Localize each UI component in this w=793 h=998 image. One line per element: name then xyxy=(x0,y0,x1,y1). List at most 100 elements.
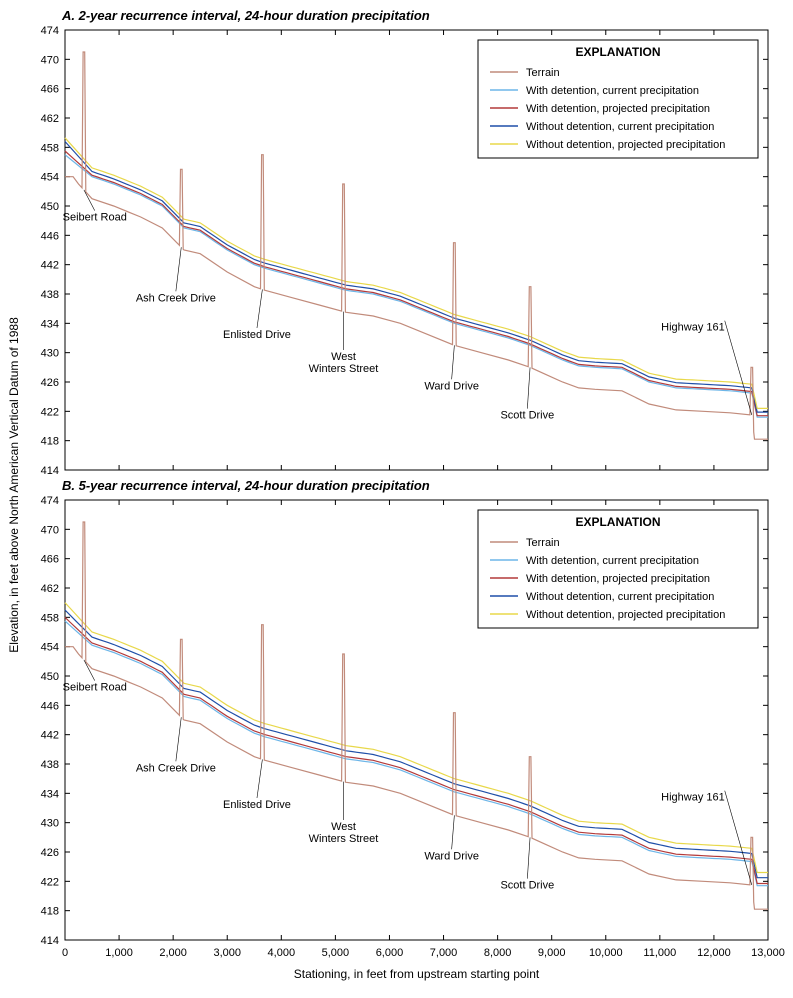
x-tick-label: 3,000 xyxy=(213,947,241,959)
y-tick-label: 430 xyxy=(41,818,59,830)
annotation-label: Enlisted Drive xyxy=(223,799,291,811)
y-tick-label: 466 xyxy=(41,84,59,96)
y-tick-label: 414 xyxy=(41,935,59,947)
annotation-label: West xyxy=(331,821,356,833)
y-tick-label: 438 xyxy=(41,289,59,301)
y-tick-label: 418 xyxy=(41,906,59,918)
series-with-detention-projected xyxy=(65,617,768,883)
annotation-leader xyxy=(452,815,455,849)
annotation-leader xyxy=(176,717,181,761)
legend-item-label: Without detention, projected precipitati… xyxy=(526,609,725,621)
y-tick-label: 434 xyxy=(41,318,59,330)
annotation-label: Scott Drive xyxy=(500,410,554,422)
annotation-label: Ash Creek Drive xyxy=(136,762,216,774)
y-tick-label: 454 xyxy=(41,642,59,654)
x-tick-label: 12,000 xyxy=(697,947,731,959)
annotation-leader xyxy=(527,367,530,408)
y-tick-label: 454 xyxy=(41,172,59,184)
figure: 414 418 422 426 430 434 438 442 446 450 454 458 462 4… xyxy=(0,0,793,998)
y-tick-label: 442 xyxy=(41,730,59,742)
legend-item-label: With detention, projected precipitation xyxy=(526,103,710,115)
annotation-leader xyxy=(257,289,262,328)
series-without-detention-projected xyxy=(65,138,768,409)
legend-item-label: Without detention, current precipitation xyxy=(526,591,714,603)
annotation-label: Winters Street xyxy=(309,833,379,845)
y-tick-label: 422 xyxy=(41,406,59,418)
y-tick-label: 430 xyxy=(41,348,59,360)
x-tick-label: 4,000 xyxy=(268,947,296,959)
panel-title: A. 2-year recurrence interval, 24-hour d… xyxy=(61,8,430,23)
annotation-label: Seibert Road xyxy=(63,682,127,694)
legend-item-label: With detention, current precipitation xyxy=(526,85,699,97)
legend-item-label: Terrain xyxy=(526,67,560,79)
legend-item-label: With detention, projected precipitation xyxy=(526,573,710,585)
x-tick-label: 9,000 xyxy=(538,947,566,959)
annotation-leader xyxy=(84,190,95,211)
legend-item-label: Without detention, current precipitation xyxy=(526,121,714,133)
legend-title: EXPLANATION xyxy=(575,45,660,59)
annotation-label: Ward Drive xyxy=(424,380,479,392)
y-tick-label: 446 xyxy=(41,700,59,712)
x-tick-label: 1,000 xyxy=(105,947,133,959)
y-tick-label: 414 xyxy=(41,465,59,477)
annotation-leader xyxy=(452,345,455,379)
legend-item-label: With detention, current precipitation xyxy=(526,555,699,567)
legend: EXPLANATION Terrain With detention, curren… xyxy=(478,510,758,628)
series-without-detention-current xyxy=(65,610,768,878)
y-tick-label: 446 xyxy=(41,230,59,242)
annotation-label: Highway 161 xyxy=(661,322,725,334)
chart-container: 414 418 422 426 430 434 438 442 446 450 454 458 462 4… xyxy=(0,0,793,998)
annotation-leader xyxy=(176,247,181,291)
annotation-leader xyxy=(257,759,262,798)
series-with-detention-current xyxy=(65,155,768,418)
series-without-detention-projected xyxy=(65,603,768,873)
annotation-leader xyxy=(725,791,752,885)
x-tick-label: 13,000 xyxy=(751,947,785,959)
y-tick-label: 434 xyxy=(41,788,59,800)
x-tick-label: 6,000 xyxy=(376,947,404,959)
annotation-label: Scott Drive xyxy=(500,880,554,892)
annotation-leader xyxy=(84,660,95,681)
annotation-label: Enlisted Drive xyxy=(223,329,291,341)
series-without-detention-current xyxy=(65,142,768,413)
legend-item-label: Without detention, projected precipitati… xyxy=(526,139,725,151)
legend-title: EXPLANATION xyxy=(575,515,660,529)
y-tick-label: 450 xyxy=(41,201,59,213)
y-tick-label: 450 xyxy=(41,671,59,683)
y-tick-label: 422 xyxy=(41,876,59,888)
annotation-label: Ash Creek Drive xyxy=(136,292,216,304)
y-tick-label: 470 xyxy=(41,54,59,66)
annotation-leader xyxy=(527,837,530,878)
annotation-label: Highway 161 xyxy=(661,792,725,804)
y-tick-label: 470 xyxy=(41,524,59,536)
annotation-leader xyxy=(725,321,752,415)
y-tick-label: 462 xyxy=(41,583,59,595)
annotation-label: Winters Street xyxy=(309,363,379,375)
y-tick-label: 474 xyxy=(41,25,59,37)
annotation-label: West xyxy=(331,351,356,363)
panel-title: B. 5-year recurrence interval, 24-hour d… xyxy=(62,478,430,493)
annotation-label: Ward Drive xyxy=(424,850,479,862)
x-tick-label: 0 xyxy=(62,947,68,959)
x-tick-label: 10,000 xyxy=(589,947,623,959)
x-tick-label: 8,000 xyxy=(484,947,512,959)
x-tick-label: 2,000 xyxy=(159,947,187,959)
legend-item-label: Terrain xyxy=(526,537,560,549)
y-tick-label: 462 xyxy=(41,113,59,125)
y-tick-label: 466 xyxy=(41,554,59,566)
y-tick-label: 418 xyxy=(41,436,59,448)
y-tick-label: 438 xyxy=(41,759,59,771)
annotation-label: Seibert Road xyxy=(63,212,127,224)
y-tick-label: 426 xyxy=(41,847,59,859)
x-axis-label: Stationing, in feet from upstream starti… xyxy=(294,967,540,981)
y-axis-label: Elevation, in feet above North American … xyxy=(7,317,21,653)
y-tick-label: 458 xyxy=(41,142,59,154)
y-tick-label: 442 xyxy=(41,260,59,272)
y-tick-label: 474 xyxy=(41,495,59,507)
y-tick-label: 458 xyxy=(41,612,59,624)
x-tick-label: 5,000 xyxy=(322,947,350,959)
y-tick-label: 426 xyxy=(41,377,59,389)
legend: EXPLANATION Terrain With detention, curren… xyxy=(478,40,758,158)
x-tick-label: 11,000 xyxy=(643,947,676,959)
x-tick-label: 7,000 xyxy=(430,947,458,959)
